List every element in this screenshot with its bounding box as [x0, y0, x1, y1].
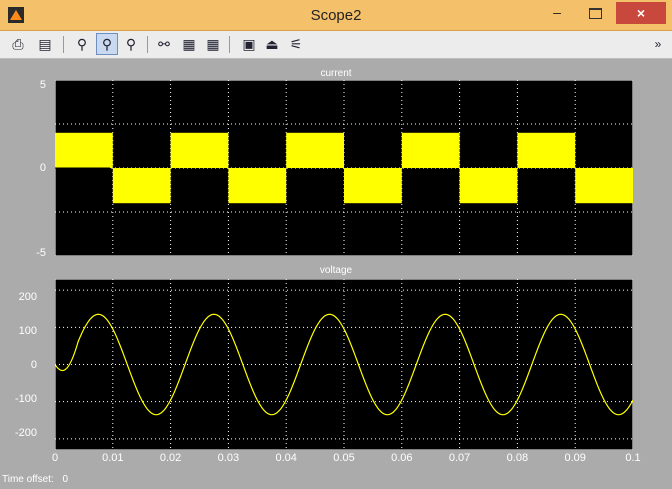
toolbar-separator	[147, 36, 148, 53]
x-tick-label: 0.07	[448, 452, 471, 464]
x-tick-label: 0.02	[159, 452, 182, 464]
zoom-icon[interactable]: ⚲	[76, 36, 88, 52]
toolbar-separator	[63, 36, 64, 53]
current-wave-segment	[112, 168, 171, 204]
y-tick-label: -200	[14, 427, 37, 439]
x-tick-label: 0.1	[625, 452, 641, 464]
y-tick-label: 100	[18, 325, 37, 337]
floating-scope-icon[interactable]: ▣	[242, 36, 256, 52]
toolbar: ⎙ ▤ ⚲ ⚲ ⚲ ⚯ ▦ ▦ ▣ ⏏ ⚟ »	[0, 31, 672, 59]
lock-icon[interactable]: ⏏	[265, 36, 279, 52]
current-wave-segment	[344, 168, 402, 204]
toolbar-separator	[229, 36, 230, 53]
current-wave-segment	[517, 132, 576, 168]
x-tick-label: 0.08	[506, 452, 529, 464]
printer-icon[interactable]: ⎙	[12, 36, 24, 52]
x-tick-label: 0.06	[391, 452, 413, 464]
save-axes-icon[interactable]: ▦	[182, 36, 196, 52]
current-plot[interactable]	[55, 80, 633, 256]
maximize-icon	[588, 8, 602, 19]
restore-axes-icon[interactable]: ▦	[206, 36, 220, 52]
zoom-y-icon[interactable]: ⚲	[125, 36, 137, 52]
voltage-wave	[55, 313, 633, 416]
current-wave-segment	[401, 132, 460, 168]
maximize-button[interactable]	[581, 2, 609, 24]
x-tick-label: 0.09	[564, 452, 586, 464]
y-tick-label: 0	[30, 359, 37, 371]
voltage-plot[interactable]	[55, 279, 633, 450]
x-tick-label: 0.05	[333, 452, 355, 464]
current-wave-segment	[575, 168, 633, 204]
parameters-icon[interactable]: ▤	[38, 36, 52, 52]
toolbar-overflow-button[interactable]: »	[654, 37, 662, 51]
x-tick-label: 0.04	[275, 452, 297, 464]
y-tick-label: -100	[14, 393, 37, 405]
y-tick-label: -5	[36, 247, 46, 259]
time-offset-label: Time offset:	[2, 474, 54, 485]
current-wave-segment	[228, 168, 287, 204]
y-tick-label: 5	[39, 79, 46, 91]
zoom-x-icon[interactable]: ⚲	[96, 33, 118, 55]
status-bar: Time offset: 0	[0, 474, 672, 489]
current-axis-title: current	[320, 68, 352, 79]
current-wave-segment	[55, 132, 113, 168]
y-tick-label: 0	[39, 162, 46, 174]
matlab-logo-icon	[8, 7, 24, 23]
x-tick-label: 0.03	[217, 452, 240, 464]
close-button[interactable]: ×	[616, 2, 666, 24]
signal-selection-icon[interactable]: ⚟	[289, 36, 303, 52]
y-tick-label: 200	[18, 291, 37, 303]
current-wave-segment	[459, 168, 518, 204]
current-wave-segment	[170, 132, 229, 168]
time-offset-value: 0	[62, 474, 69, 485]
x-tick-label: 0.01	[102, 452, 124, 464]
x-tick-label: 0	[51, 452, 59, 464]
autoscale-icon[interactable]: ⚯	[158, 36, 170, 52]
voltage-axis-title: voltage	[319, 265, 353, 276]
minimize-button[interactable]: –	[553, 4, 561, 20]
title-bar[interactable]: Scope2 – ×	[0, 0, 672, 31]
window-title: Scope2	[310, 7, 362, 24]
current-wave-segment	[286, 132, 344, 168]
